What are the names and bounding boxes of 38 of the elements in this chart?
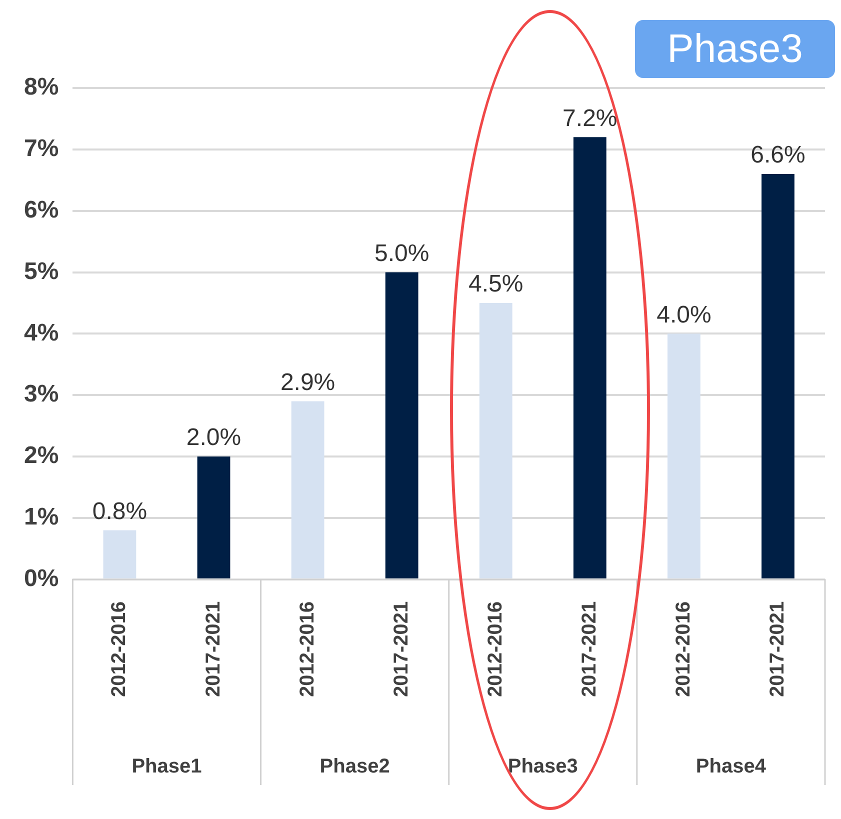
x-tick-label: 2017-2021 <box>390 601 412 698</box>
bar <box>103 530 136 578</box>
data-label: 4.5% <box>468 270 524 298</box>
y-tick-label: 6% <box>24 196 59 224</box>
x-tick-label: 2012-2016 <box>296 601 318 698</box>
data-label: 6.6% <box>750 142 806 169</box>
y-tick-label: 4% <box>24 319 59 346</box>
data-label: 7.2% <box>562 104 618 132</box>
y-tick-label: 0% <box>24 564 59 592</box>
data-label: 5.0% <box>374 240 430 267</box>
x-tick-label: 2017-2021 <box>202 601 224 698</box>
bar <box>197 456 230 578</box>
bar <box>291 401 324 578</box>
y-tick-label: 2% <box>24 442 59 470</box>
bar <box>667 334 700 578</box>
speech-bubble: Phase3 <box>635 20 835 78</box>
data-label: 2.9% <box>280 368 336 396</box>
y-tick-label: 7% <box>24 135 59 162</box>
bar <box>573 137 606 578</box>
y-tick-label: 1% <box>24 504 59 531</box>
x-tick-label: 2017-2021 <box>578 601 600 698</box>
text: Phase3 <box>508 756 578 778</box>
y-tick-label: 3% <box>24 380 59 408</box>
bar <box>385 272 418 578</box>
x-tick-label: 2012-2016 <box>672 601 694 698</box>
bar <box>762 174 794 578</box>
x-tick-label: 2012-2016 <box>108 601 130 698</box>
x-tick-label: 2017-2021 <box>766 601 788 698</box>
text: Phase4 <box>696 756 767 778</box>
y-tick-label: 8% <box>24 74 59 101</box>
data-label: 4.0% <box>656 301 712 328</box>
data-label: 2.0% <box>186 424 242 452</box>
x-tick-label: 2012-2016 <box>484 601 506 698</box>
bar <box>479 302 512 578</box>
y-tick-label: 5% <box>24 258 59 285</box>
text: Phase1 <box>132 756 202 778</box>
data-label: 0.8% <box>92 498 148 525</box>
text: Phase2 <box>320 756 390 778</box>
